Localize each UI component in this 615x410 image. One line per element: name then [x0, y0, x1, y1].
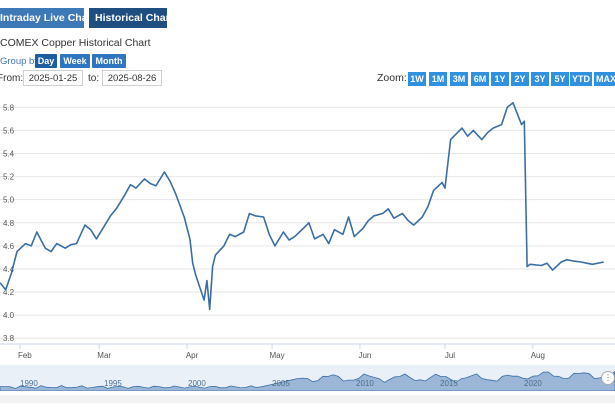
zoom-3y-button[interactable]: 3Y [531, 72, 549, 86]
group-month-button[interactable]: Month [92, 54, 126, 68]
zoom-ytd-button[interactable]: YTD [570, 72, 592, 86]
chart-title: COMEX Copper Historical Chart [0, 37, 151, 49]
x-axis: Feb Mar Apr May Jun Jul Aug [18, 344, 545, 360]
y-tick-label: 4.4 [3, 265, 15, 274]
x-tick-label: Jul [445, 351, 455, 360]
to-date-input[interactable]: 2025-08-26 [102, 70, 162, 86]
from-label: From: [0, 73, 24, 84]
x-tick-label: Feb [18, 351, 32, 360]
zoom-1w-button[interactable]: 1W [408, 72, 426, 86]
navigator-year-label: 1995 [104, 379, 122, 388]
y-tick-label: 4.6 [3, 242, 15, 251]
y-tick-label: 5.8 [3, 103, 15, 112]
navigator-year-label: 2000 [188, 379, 206, 388]
x-tick-label: May [270, 351, 285, 360]
zoom-1y-button[interactable]: 1Y [491, 72, 509, 86]
y-tick-label: 5.2 [3, 173, 15, 182]
y-tick-label: 5.0 [3, 196, 15, 205]
zoom-2y-button[interactable]: 2Y [511, 72, 529, 86]
grid [0, 106, 615, 339]
navigator-handle-icon[interactable]: ⋮ [601, 371, 615, 385]
zoom-label: Zoom: [377, 72, 407, 84]
navigator-area [0, 370, 615, 391]
navigator-year-label: 2010 [356, 379, 374, 388]
navigator[interactable]: 1990 1995 2000 2005 2010 2015 2020 ⋮ [0, 365, 615, 391]
zoom-max-button[interactable]: MAX [594, 72, 615, 86]
group-day-button[interactable]: Day [35, 54, 57, 68]
price-line [0, 101, 604, 311]
y-tick-label: 5.4 [3, 150, 15, 159]
x-tick-label: Mar [97, 351, 111, 360]
y-tick-label: 4.0 [3, 311, 15, 320]
x-tick-label: Aug [531, 351, 545, 360]
tab-historical-chart[interactable]: Historical Chart [89, 8, 173, 28]
x-tick-label: Jun [358, 351, 371, 360]
zoom-1m-button[interactable]: 1M [429, 72, 447, 86]
y-tick-label: 4.2 [3, 288, 15, 297]
group-week-button[interactable]: Week [60, 54, 90, 68]
navigator-year-label: 1990 [20, 379, 38, 388]
navigator-scrollbar[interactable] [0, 395, 615, 403]
navigator-year-label: 2015 [440, 379, 458, 388]
x-tick-label: Apr [186, 351, 199, 360]
navigator-year-label: 2005 [272, 379, 290, 388]
y-tick-label: 3.8 [3, 334, 15, 343]
zoom-6m-button[interactable]: 6M [471, 72, 489, 86]
to-label: to: [88, 73, 100, 84]
zoom-5y-button[interactable]: 5Y [551, 72, 569, 86]
tab-intraday-live-chart[interactable]: Intraday Live Chart [0, 8, 95, 28]
from-date-input[interactable]: 2025-01-25 [23, 70, 83, 86]
navigator-year-label: 2020 [524, 379, 542, 388]
y-axis: 3.8 4.0 4.2 4.4 4.6 4.8 5.0 5.2 5.4 5.6 5.8 [3, 103, 15, 343]
group-by-label: Group by: [0, 56, 42, 67]
y-tick-label: 4.8 [3, 219, 15, 228]
y-tick-label: 5.6 [3, 126, 15, 135]
zoom-3m-button[interactable]: 3M [450, 72, 468, 86]
price-chart[interactable]: 3.8 4.0 4.2 4.4 4.6 4.8 5.0 5.2 5.4 5.6 5.8 Feb Mar… [0, 90, 615, 365]
